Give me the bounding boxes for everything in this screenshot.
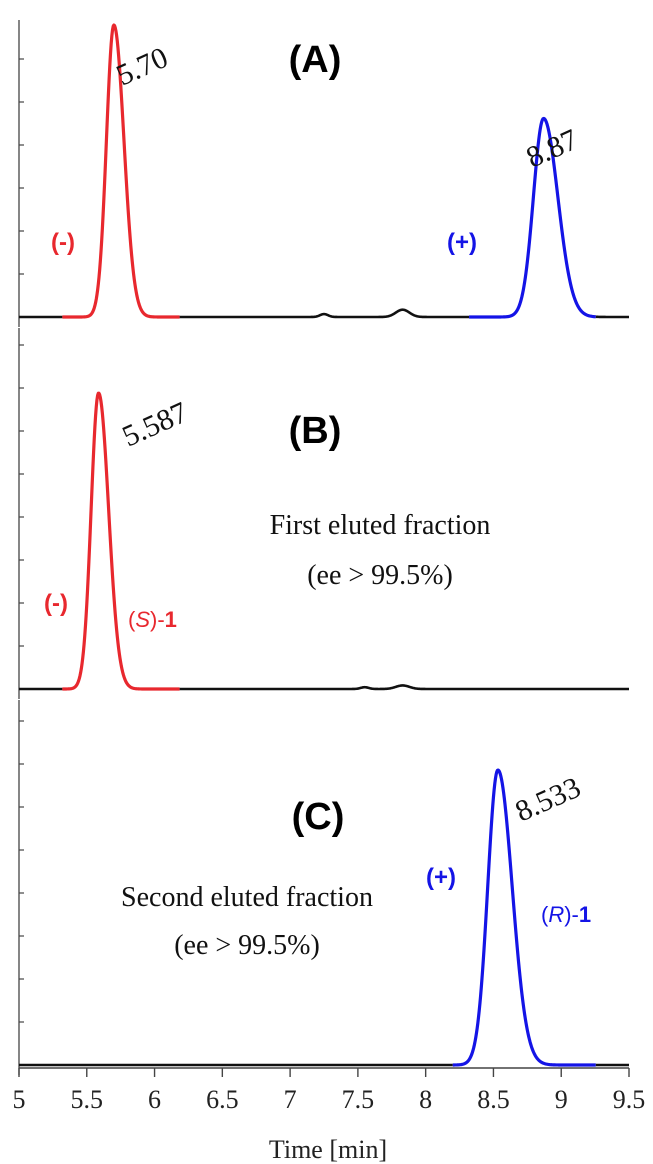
- x-tick-label: 7.5: [342, 1085, 375, 1114]
- retention-time-label: 5.587: [117, 396, 192, 454]
- rotation-sign-label: (+): [447, 229, 477, 256]
- panel-label: (B): [289, 410, 342, 452]
- compound-label: (R)-1: [541, 902, 591, 927]
- x-axis: 5 5.5 6 6.5 7 7.5 8 8.5 9 9.5: [13, 1067, 646, 1114]
- rotation-sign-label: (-): [51, 229, 75, 256]
- x-tick-label: 7: [284, 1085, 297, 1114]
- x-tick-label: 9: [555, 1085, 568, 1114]
- panels-layer: (A) 5.70 (-) 8.87 (+) (B) 5.587 (-) First eluted…: [18, 20, 630, 1075]
- y-axis-ticks: [18, 20, 24, 327]
- fraction-annotation: First eluted fraction: [270, 510, 491, 541]
- panel-c: (C) 8.533 (+) Second eluted fraction (ee > 9…: [18, 700, 630, 1075]
- retention-time-label: 5.70: [111, 41, 172, 93]
- rotation-sign-label: (-): [44, 590, 68, 617]
- x-tick-label: 6.5: [206, 1085, 239, 1114]
- fraction-annotation: Second eluted fraction: [121, 882, 373, 913]
- baseline-trace: [179, 684, 630, 691]
- baseline-trace: [179, 308, 470, 319]
- peak-trace: [61, 391, 181, 691]
- x-tick-label: 5: [13, 1085, 26, 1114]
- ee-annotation: (ee > 99.5%): [174, 930, 320, 961]
- x-tick-label: 9.5: [613, 1085, 646, 1114]
- retention-time-label: 8.533: [510, 771, 585, 829]
- x-axis-label: Time [min]: [269, 1135, 387, 1164]
- panel-a: (A) 5.70 (-) 8.87 (+): [18, 20, 630, 327]
- retention-time-label: 8.87: [521, 123, 582, 175]
- compound-label: (S)-1: [128, 607, 177, 632]
- x-tick-label: 5.5: [71, 1085, 104, 1114]
- panel-label: (A): [289, 39, 342, 81]
- panel-b: (B) 5.587 (-) First eluted fraction (ee > 99…: [18, 328, 630, 699]
- x-tick-label: 6: [148, 1085, 161, 1114]
- y-axis-ticks: [18, 328, 24, 699]
- peak-trace: [61, 23, 181, 319]
- panel-label: (C): [292, 796, 345, 838]
- y-axis-ticks: [18, 700, 24, 1075]
- ee-annotation: (ee > 99.5%): [307, 560, 453, 591]
- peak-trace: [468, 116, 597, 319]
- peak-trace: [451, 768, 597, 1067]
- rotation-sign-label: (+): [426, 864, 456, 891]
- x-tick-label: 8.5: [477, 1085, 510, 1114]
- x-tick-label: 8: [419, 1085, 432, 1114]
